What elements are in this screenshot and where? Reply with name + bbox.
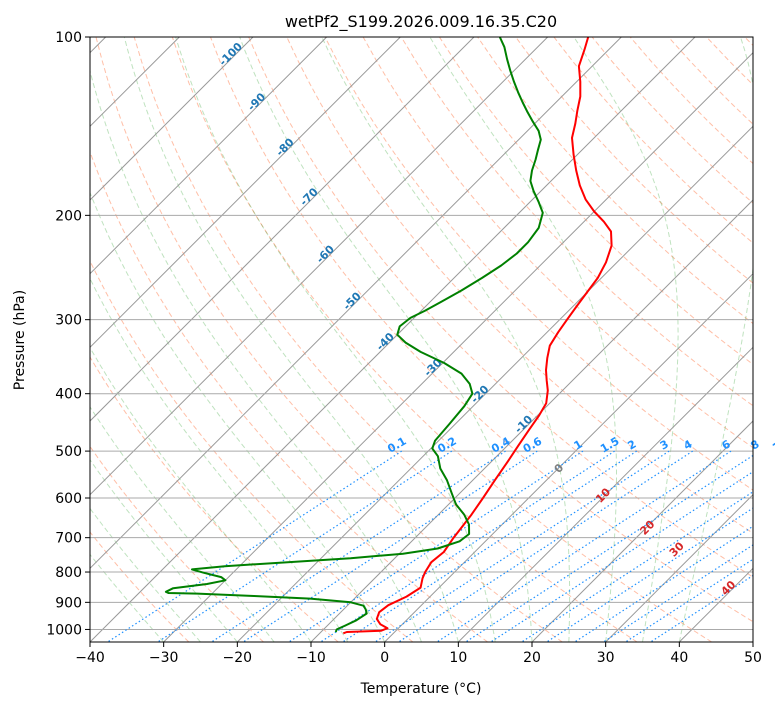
x-axis: −40 −30 −20 −10 0 10 20 30 40 50 [75, 642, 762, 666]
isotherm-line [531, 420, 753, 642]
mixing-ratio-line [157, 450, 453, 642]
x-tick-label: 20 [523, 650, 541, 666]
x-tick-label: 0 [380, 650, 389, 666]
y-tick-label: 500 [55, 444, 82, 460]
dry-adiabat-line [133, 37, 638, 642]
dry-adiabat-line [171, 37, 712, 642]
isotherm-line [605, 493, 753, 642]
dry-adiabat-line [515, 37, 753, 284]
moist-adiabat-line [678, 37, 753, 642]
isotherm-line [90, 37, 549, 496]
dry-adiabat-line [90, 150, 488, 642]
plot-frame [89, 36, 754, 643]
mixing-ratio-line [625, 558, 753, 642]
mixing-ratio-label: 10 [770, 435, 775, 454]
isotherm-line [90, 37, 622, 570]
mixing-ratio-line [242, 450, 538, 642]
mixing-ratio-line [374, 450, 670, 642]
x-tick-label: −10 [296, 650, 326, 666]
dry-adiabat-line [90, 531, 190, 642]
y-tick-label: 300 [55, 313, 82, 329]
y-tick-label: 400 [55, 387, 82, 403]
moist-adiabat-line [90, 458, 238, 642]
x-axis-label: Temperature (°C) [360, 681, 482, 697]
y-tick-label: 800 [55, 565, 82, 581]
isotherm-line [90, 37, 328, 275]
mixing-ratio-line [107, 450, 403, 642]
dry-adiabat-line [324, 37, 753, 491]
moist-adiabat-line [175, 37, 496, 642]
y-tick-label: 600 [55, 491, 82, 507]
isotherm-line [90, 37, 254, 201]
moist-adiabat-line [239, 37, 533, 642]
isotherm-line [384, 272, 753, 642]
y-tick-label: 900 [55, 595, 82, 611]
mixing-ratio-line [490, 471, 753, 642]
moist-adiabat-line [123, 37, 459, 642]
mixing-ratio-line [320, 450, 615, 642]
isotherm-line [90, 37, 696, 642]
moist-adiabat-line [429, 37, 617, 642]
y-tick-label: 100 [55, 30, 82, 46]
moist-adiabat-line [90, 191, 386, 642]
x-tick-label: 30 [597, 650, 615, 666]
mixing-ratio-line [211, 450, 506, 642]
x-tick-label: 50 [744, 650, 762, 666]
dry-adiabat-line [438, 37, 753, 366]
x-tick-label: −30 [149, 650, 179, 666]
mixing-ratio-line [603, 544, 753, 642]
mixing-ratio-line [342, 450, 638, 642]
temperature-profile [342, 37, 613, 635]
mixing-ratio-line [288, 450, 584, 642]
sounding-profiles [164, 37, 613, 635]
isotherm-line [457, 346, 753, 642]
dry-adiabat-line [95, 37, 563, 642]
x-tick-label: 10 [449, 650, 467, 666]
y-tick-label: 1000 [46, 622, 82, 638]
dry-adiabat-line [90, 356, 339, 642]
dry-adiabat-line [400, 37, 753, 407]
dewpoint-profile [164, 37, 544, 633]
y-axis: 100 200 300 400 500 600 700 800 900 1000 [46, 30, 90, 638]
mixing-ratio-line [398, 450, 694, 642]
isotherm-line [310, 199, 753, 642]
y-tick-label: 700 [55, 531, 82, 547]
dry-adiabat-line [90, 445, 264, 642]
x-tick-label: −40 [75, 650, 105, 666]
moist-adiabat-line [90, 405, 275, 642]
isotherm-line [90, 37, 401, 349]
isotherm-line [236, 125, 753, 642]
y-tick-label: 200 [55, 208, 82, 224]
mixing-ratio-line [436, 450, 732, 642]
mixing-ratio-line [574, 525, 753, 642]
mixing-ratio-line [521, 491, 753, 642]
isotherm-line [90, 37, 475, 422]
dry-adiabat-line [248, 37, 753, 578]
y-axis-label: Pressure (hPa) [12, 290, 28, 390]
mixing-ratio-line [465, 454, 753, 642]
moist-adiabat-line [573, 37, 679, 642]
chart-title: wetPf2_S199.2026.009.16.35.C20 [285, 12, 557, 32]
background-lines [90, 37, 753, 642]
x-tick-label: −20 [223, 650, 253, 666]
isotherm-line [163, 51, 753, 642]
mixing-ratio-line [546, 507, 753, 642]
mixing-ratio-line [650, 574, 753, 642]
x-tick-label: 40 [670, 650, 688, 666]
dry-adiabat-line [210, 37, 753, 623]
